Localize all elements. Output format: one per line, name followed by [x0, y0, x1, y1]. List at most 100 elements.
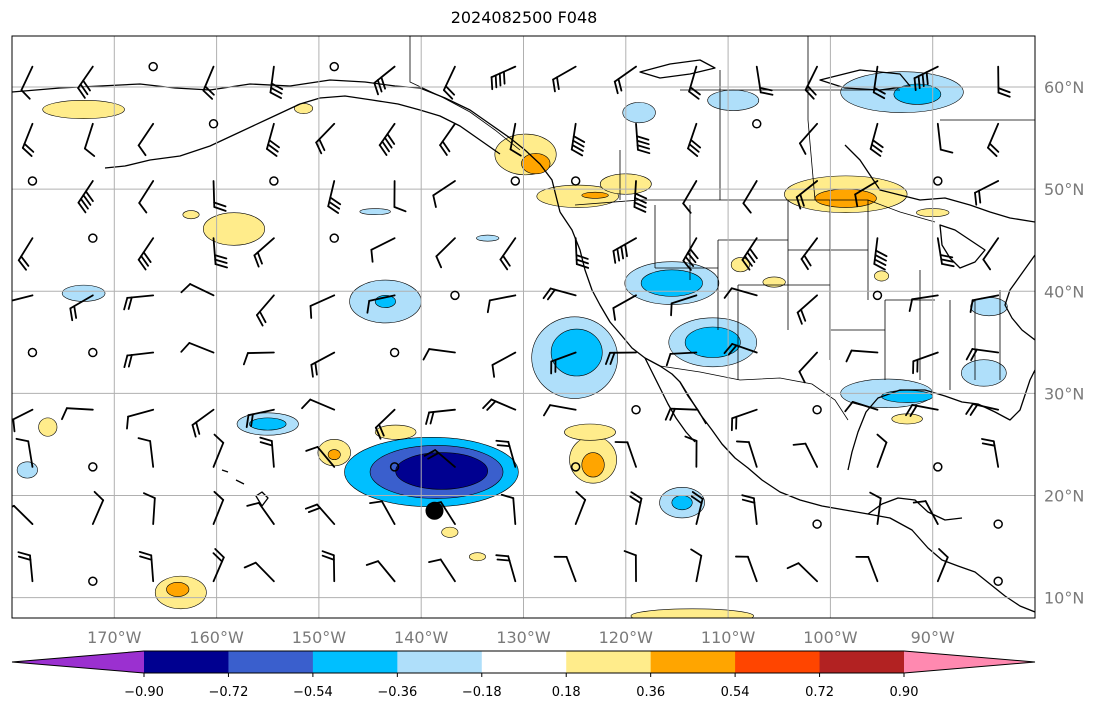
calm-wind-symbol [631, 404, 641, 415]
wind-barb [83, 122, 96, 157]
wind-barb [854, 180, 879, 208]
anomaly-contour [581, 452, 605, 478]
gulf-coast-coastline [847, 369, 1035, 471]
wind-barb [12, 408, 34, 433]
colorbar-band [481, 651, 567, 673]
colorbar-band [819, 651, 905, 673]
wind-barb [378, 122, 396, 156]
wind-barb [490, 65, 517, 91]
wind-barbs-layer [12, 61, 1011, 586]
wind-barb [936, 122, 954, 154]
us-state-grid [654, 200, 1001, 390]
colorbar-tick-label: −0.18 [462, 685, 502, 700]
anomaly-contour [182, 210, 200, 220]
wind-barb [629, 491, 643, 525]
wind-barb [543, 404, 577, 417]
anomaly-contour [762, 276, 786, 288]
calm-wind-symbol [88, 576, 98, 586]
wind-barb [321, 550, 336, 583]
wind-barb [245, 408, 275, 428]
wind-barb [143, 492, 156, 525]
wind-barb [12, 294, 34, 306]
wind-barb [633, 180, 648, 213]
wind-barb [21, 122, 35, 157]
anomaly-contour [874, 270, 890, 282]
canada-provinces [619, 36, 1035, 201]
calm-wind-symbol [510, 176, 521, 186]
longitude-tick-label: 90°W [911, 628, 955, 647]
wind-barb [876, 433, 888, 468]
wind-barb [613, 65, 637, 95]
wind-barb [304, 503, 336, 525]
latitude-tick-label: 60°N [1044, 78, 1084, 97]
hudson-bay-coastline [844, 144, 1035, 223]
wind-barb [987, 122, 1000, 157]
latitude-tick-label: 30°N [1044, 384, 1084, 403]
colorbar-band [566, 651, 652, 673]
wind-barb [123, 351, 155, 368]
longitude-tick-label: 130°W [496, 628, 551, 647]
wind-barb [137, 437, 155, 468]
latitude-tick-label: 10°N [1044, 589, 1084, 608]
anomaly-contour [42, 100, 125, 120]
storm-center-marker [425, 501, 444, 520]
anomaly-contour [249, 417, 287, 431]
wind-barb [795, 180, 819, 210]
calm-wind-symbol [812, 519, 822, 529]
wind-barb [212, 237, 228, 269]
longitude-tick-label: 110°W [701, 628, 756, 647]
wind-barb [69, 294, 94, 322]
anomaly-contour [961, 359, 1007, 387]
colorbar-band [312, 651, 398, 673]
calm-wind-symbol [27, 347, 38, 358]
wind-barb [872, 65, 886, 100]
anomaly-contour [730, 257, 750, 273]
colorbar-band [397, 651, 483, 673]
wind-barb [665, 351, 698, 367]
wind-barb [499, 237, 517, 271]
wind-barb [366, 294, 396, 314]
wind-barb [912, 351, 939, 375]
wind-barb [550, 351, 577, 375]
wind-barb [635, 122, 651, 155]
us-mexico-border [659, 365, 849, 421]
anomaly-contour [359, 208, 391, 215]
anomaly-contour [891, 413, 923, 425]
calm-wind-symbol [329, 233, 339, 243]
calm-wind-symbol [88, 233, 98, 243]
calm-wind-symbol [88, 347, 98, 358]
us-east-coastline [1004, 254, 1035, 341]
wind-barb [310, 351, 336, 378]
calm-wind-symbol [329, 61, 339, 72]
anomaly-contour [550, 328, 603, 377]
wind-barb [253, 237, 275, 268]
wind-barb [612, 237, 637, 264]
wind-barb [798, 351, 819, 384]
wind-barb [723, 343, 758, 356]
alaska-canada-border [409, 36, 521, 151]
wind-barb [965, 348, 1000, 362]
wind-barb [735, 555, 758, 583]
wind-barb [17, 551, 34, 583]
alaska-south-coastline [299, 95, 501, 155]
wind-barb [997, 65, 1011, 98]
calm-wind-symbol [933, 462, 943, 472]
colorbar-band [228, 651, 314, 673]
wind-barb [422, 348, 456, 361]
alaska-peninsula-coastline [104, 103, 301, 169]
calm-wind-symbol [812, 404, 822, 415]
alaska-coastline [12, 79, 561, 213]
wind-barb [981, 438, 1000, 468]
wind-barb [844, 400, 879, 413]
colorbar-tick-label: −0.90 [124, 685, 164, 700]
wind-barb [301, 398, 336, 411]
longitude-tick-label: 160°W [189, 628, 244, 647]
colorbar-tick-label: 0.18 [552, 685, 581, 700]
calm-wind-symbol [993, 519, 1003, 529]
wind-barb [684, 435, 698, 468]
map-title: 2024082500 F048 [450, 8, 598, 27]
calm-wind-symbol [88, 462, 98, 472]
wind-barb [574, 490, 587, 525]
wind-barb [974, 180, 1000, 206]
wind-barb [482, 398, 517, 411]
